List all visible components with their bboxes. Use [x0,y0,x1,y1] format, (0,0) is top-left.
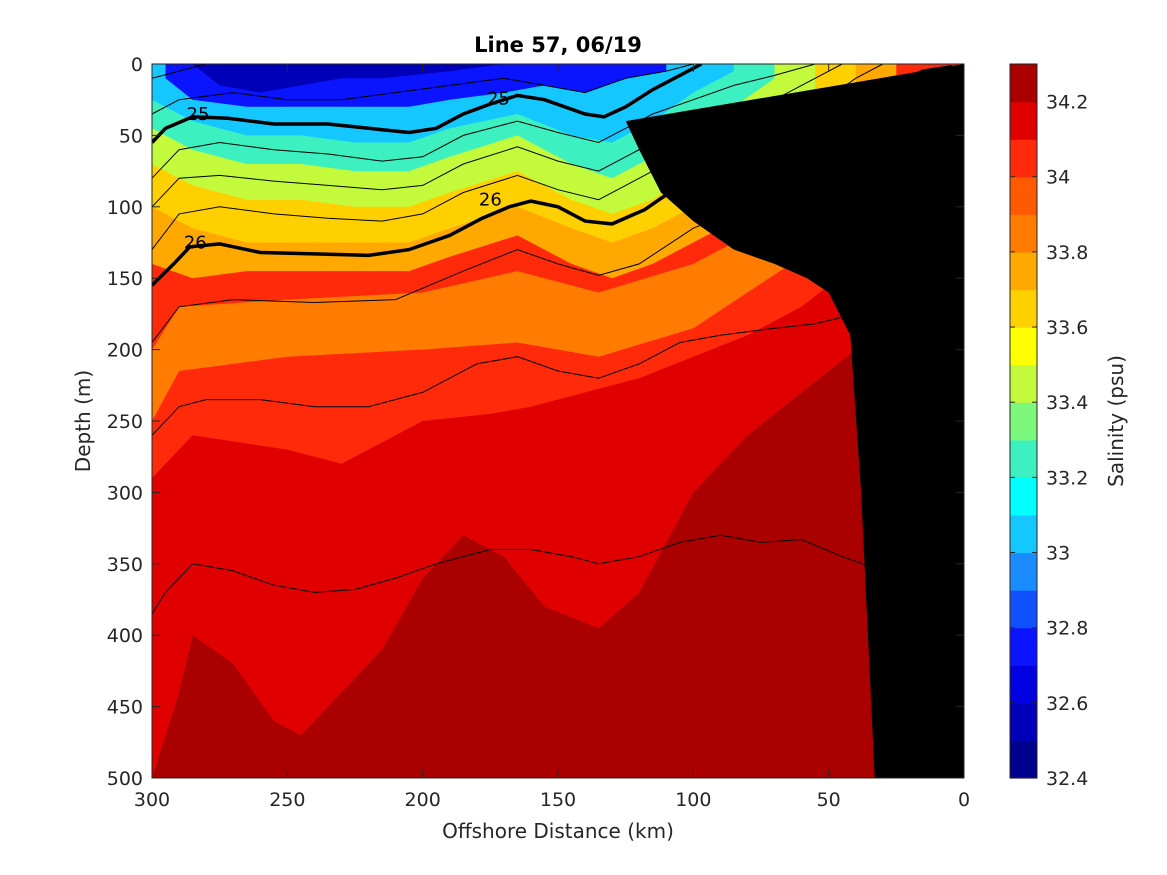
y-tick-label-1: 50 [119,125,143,147]
x-tick-label-1: 250 [269,789,305,811]
colorbar-label: Salinity (psu) [1104,355,1128,487]
x-tick-label-4: 100 [675,789,711,811]
salinity-band-3 [152,149,964,778]
contour-label-4: 26 [747,143,770,164]
contour-label-1: 25 [487,88,510,109]
colorbar-tick-label-1: 32.6 [1046,693,1088,715]
colorbar-swatch-17 [1010,101,1037,140]
colorbar-swatch-7 [1010,477,1037,516]
colorbar-swatch-8 [1010,439,1037,478]
density-contour-0 [152,64,207,79]
density-contour-3 [152,64,816,179]
y-axis-ticks: 0 50 100 150 200 250 300 350 400 450 500 [107,54,964,790]
colorbar-swatch-18 [1010,64,1037,103]
colorbar-frame [1009,63,1038,779]
y-tick-label-10: 500 [107,768,143,790]
x-tick-label-0: 300 [134,789,170,811]
colorbar-swatch-11 [1010,327,1037,366]
contour-labels: 25 25 26 26 26 [184,88,770,253]
x-axis-ticks: 300 250 200 150 100 50 0 [134,64,970,811]
contour-label-2: 26 [184,233,207,254]
colorbar-tick-label-8: 34 [1046,167,1070,189]
y-tick-label-2: 100 [107,197,143,219]
colorbar-swatch-10 [1010,364,1037,403]
colorbar-swatch-2 [1010,665,1037,704]
x-axis-label: Offshore Distance (km) [442,819,674,843]
x-tick-label-2: 200 [405,789,441,811]
y-tick-label-9: 450 [107,697,143,719]
plot-area: 25 25 26 26 26 [152,64,964,778]
density-contour-2 [152,64,703,144]
shallow-band-0 [192,64,504,93]
colorbar-tick-label-6: 33.6 [1046,317,1088,339]
x-tick-label-5: 50 [817,789,841,811]
salinity-band-4 [706,692,875,778]
colorbar-tick-label-9: 34.2 [1046,92,1088,114]
y-tick-label-8: 400 [107,625,143,647]
colorbar-swatch-16 [1010,139,1037,178]
x-tick-label-6: 0 [958,789,970,811]
deep-salinity-fills [152,71,964,778]
density-contours [152,64,964,615]
colorbar [1010,64,1037,779]
x-tick-label-3: 150 [540,789,576,811]
colorbar-swatch-5 [1010,552,1037,591]
y-tick-label-6: 300 [107,482,143,504]
density-contour-8 [152,306,889,436]
colorbar-ticks: 32.4 32.6 32.8 33 33.2 33.4 33.6 33.8 34 34.2 [1010,92,1088,790]
colorbar-swatch-6 [1010,514,1037,554]
colorbar-swatch-14 [1010,214,1037,253]
colorbar-swatch-0 [1010,740,1037,779]
colorbar-swatch-3 [1010,627,1037,666]
density-contour-9 [152,534,883,615]
colorbar-tick-label-7: 33.8 [1046,242,1088,264]
colorbar-tick-label-5: 33.4 [1046,392,1088,414]
colorbar-swatch-12 [1010,289,1037,328]
y-tick-label-3: 150 [107,268,143,290]
y-tick-label-5: 250 [107,411,143,433]
colorbar-swatch-1 [1010,702,1037,742]
colorbar-swatch-15 [1010,176,1037,215]
density-contour-1 [152,64,694,115]
bathymetry-mask [625,64,964,778]
colorbar-tick-label-4: 33.2 [1046,467,1088,489]
colorbar-swatch-9 [1010,402,1037,441]
colorbar-tick-label-0: 32.4 [1046,768,1088,790]
colorbar-tick-label-2: 32.8 [1046,618,1088,640]
colorbar-swatch-13 [1010,251,1037,291]
chart-title: Line 57, 06/19 [474,33,642,57]
contour-label-0: 25 [187,104,210,125]
y-tick-label-0: 0 [131,54,143,76]
colorbar-swatch-4 [1010,590,1037,629]
y-axis-label: Depth (m) [71,370,95,472]
contour-label-3: 26 [479,190,502,211]
colorbar-tick-label-3: 33 [1046,543,1070,565]
y-tick-label-4: 200 [107,340,143,362]
y-tick-label-7: 350 [107,554,143,576]
